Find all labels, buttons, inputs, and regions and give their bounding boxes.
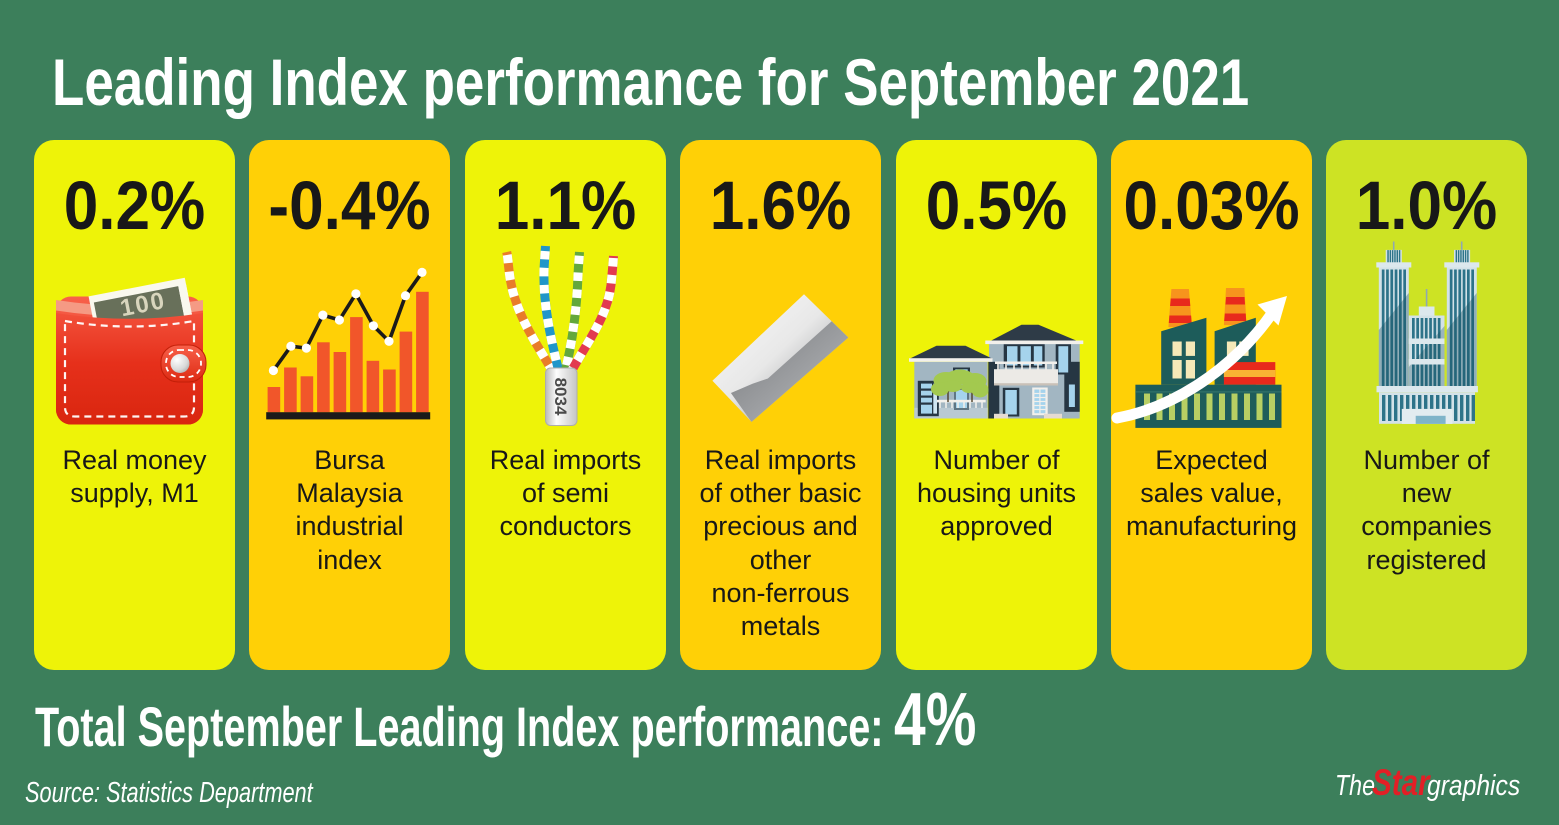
svg-text:8034: 8034 <box>551 378 570 416</box>
